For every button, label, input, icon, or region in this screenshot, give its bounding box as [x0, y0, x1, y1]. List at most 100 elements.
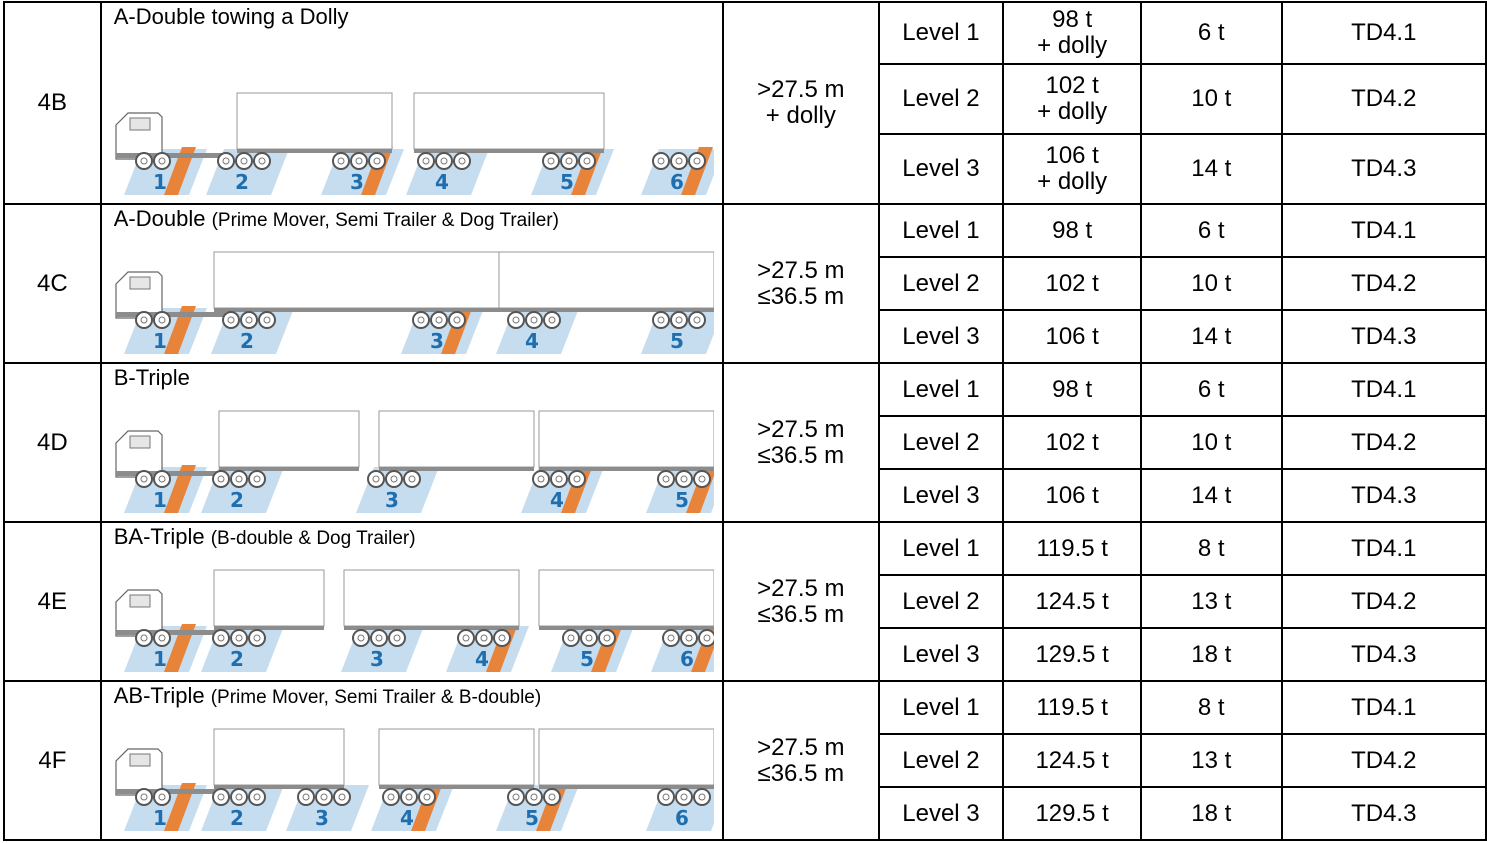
wheel	[134, 788, 153, 806]
axle-group-number: 3	[350, 170, 364, 194]
wheel	[257, 311, 276, 329]
wheel-hub	[408, 475, 416, 483]
table-row: Level 3 129.5 t 18 t TD4.3	[4, 627, 1487, 682]
vehicle-name: BA-Triple (B-double & Dog Trailer)	[113, 524, 721, 551]
vehicle-name-main: A-Double towing a Dolly	[113, 4, 349, 29]
wheel-hub	[462, 634, 470, 642]
axle-group-number: 1	[153, 488, 167, 512]
vehicle-length-line: ≤36.5 m	[757, 441, 845, 469]
wheel	[542, 788, 561, 806]
trailer-body	[378, 728, 535, 786]
axle-group-number: 3	[315, 806, 329, 830]
wheel	[134, 311, 153, 329]
mass-increment: 18 t	[1140, 627, 1283, 682]
wheel-hub	[657, 316, 665, 324]
wheel	[381, 788, 400, 806]
wheel-hub	[387, 793, 395, 801]
prime-mover-frame	[115, 153, 226, 158]
wheel-hub	[355, 157, 363, 165]
gross-mass: 124.5 t	[1002, 733, 1142, 788]
mass-increment: 10 t	[1140, 63, 1283, 135]
vehicle-diagram: 1 2 3 4 5 6	[115, 92, 714, 195]
vehicle-class-code: 4E	[37, 587, 68, 615]
wheel-hub	[140, 634, 148, 642]
mass-increment: 18 t	[1140, 786, 1283, 841]
wheel-hub	[405, 793, 413, 801]
wheel	[411, 311, 430, 329]
wheel	[351, 629, 370, 647]
wheel	[296, 788, 315, 806]
wheel-hub	[263, 316, 271, 324]
gross-mass-line: 106 t	[1045, 322, 1099, 350]
gross-mass: 98 t + dolly	[1002, 1, 1142, 65]
cab-window	[129, 117, 151, 131]
vehicle-diagram-cell: A-Double (Prime Mover, Semi Trailer & Do…	[99, 203, 725, 364]
gross-mass-line: 102 t	[1045, 269, 1099, 297]
wheel-hub	[583, 157, 591, 165]
wheel-hub	[548, 793, 556, 801]
wheel	[669, 311, 688, 329]
wheel-hub	[390, 475, 398, 483]
wheel	[674, 470, 693, 488]
performance-level: Level 2	[877, 733, 1005, 788]
wheel-hub	[547, 157, 555, 165]
gross-mass: 102 t	[1002, 415, 1142, 470]
trailer-chassis	[213, 785, 344, 789]
axle-group-number: 4	[400, 806, 414, 830]
wheel-hub	[703, 634, 711, 642]
vehicle-name-main: BA-Triple	[113, 524, 205, 549]
wheel-hub	[222, 157, 230, 165]
vehicle-class-code: 4C	[37, 269, 68, 297]
prime-mover-frame	[115, 630, 226, 635]
wheel	[506, 311, 525, 329]
wheel-hub	[555, 475, 563, 483]
wheel	[577, 152, 596, 170]
vehicle-class-cell: 4F	[3, 680, 102, 841]
wheel-hub	[548, 316, 556, 324]
axle-group-number: 2	[235, 170, 249, 194]
wheel-hub	[217, 793, 225, 801]
wheel-hub	[530, 316, 538, 324]
performance-level: Level 2	[877, 63, 1005, 135]
axle-group-number: 4	[435, 170, 449, 194]
prime-mover-frame	[115, 789, 226, 794]
wheel-hub	[140, 793, 148, 801]
vehicle-diagram-cell: BA-Triple (B-double & Dog Trailer) 1 2 3 4 5 6	[99, 521, 725, 682]
wheel-hub	[498, 634, 506, 642]
table-row: Level 3 106 t 14 t TD4.3	[4, 468, 1487, 523]
trailer-body	[218, 410, 360, 468]
test-code: TD4.1	[1280, 203, 1487, 258]
test-code: TD4.1	[1280, 521, 1487, 576]
gross-mass-line: 119.5 t	[1036, 693, 1108, 721]
vehicle-length-line: >27.5 m	[757, 256, 845, 284]
test-code: TD4.3	[1280, 133, 1487, 205]
performance-level: Level 1	[877, 521, 1005, 576]
table-row: Level 2 102 t + dolly 10 t TD4.2	[4, 63, 1487, 135]
performance-level: Level 2	[877, 256, 1005, 311]
wheel	[134, 470, 153, 488]
wheel-hub	[227, 316, 235, 324]
gross-mass: 98 t	[1002, 203, 1142, 258]
gross-mass-line: 124.5 t	[1035, 746, 1109, 774]
gross-mass-line: 129.5 t	[1035, 799, 1109, 827]
wheel-hub	[512, 316, 520, 324]
trailer-chassis	[538, 467, 714, 471]
axle-band-highlight	[163, 306, 196, 354]
vehicle-length-cell: >27.5 m + dolly	[722, 1, 880, 205]
wheel	[687, 152, 706, 170]
gross-mass: 102 t	[1002, 256, 1142, 311]
table-row: Level 3 106 t 14 t TD4.3	[4, 309, 1487, 364]
trailer-body	[213, 569, 325, 627]
wheel-hub	[217, 475, 225, 483]
axle-group-number: 1	[153, 647, 167, 671]
wheel	[349, 152, 368, 170]
wheel	[402, 470, 421, 488]
cab-window	[129, 594, 151, 608]
wheel	[211, 629, 230, 647]
trailer-body	[538, 410, 714, 468]
performance-level: Level 2	[877, 574, 1005, 629]
wheel	[656, 788, 675, 806]
axle-group-number: 4	[475, 647, 489, 671]
test-code: TD4.2	[1280, 733, 1487, 788]
wheel	[456, 629, 475, 647]
